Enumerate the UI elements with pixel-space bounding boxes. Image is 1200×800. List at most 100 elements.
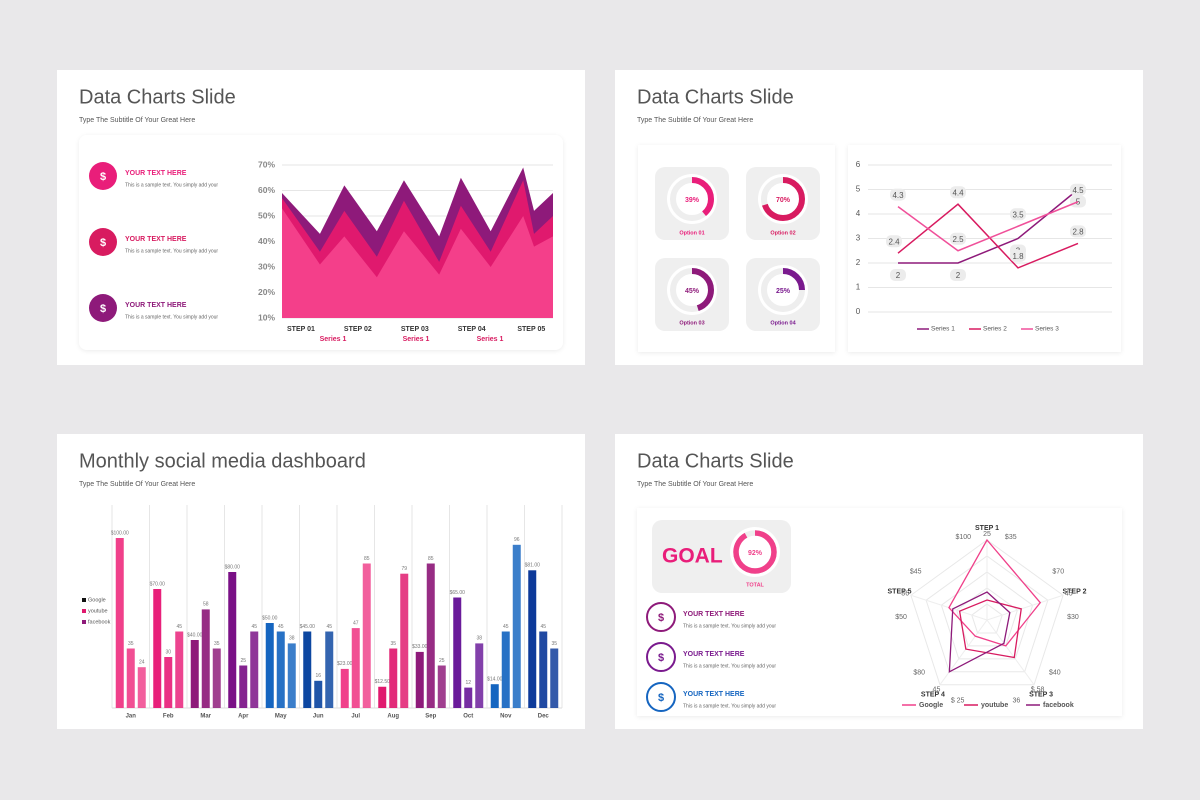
item-icon <box>646 642 676 672</box>
axis-label: STEP 5 <box>888 588 912 595</box>
legend-label: Series 3 <box>1035 326 1059 333</box>
slide-title: Data Charts Slide <box>79 86 236 108</box>
axis-label: STEP 4 <box>921 691 945 698</box>
donut-arc <box>670 177 714 221</box>
legend-label: facebook <box>1043 702 1074 709</box>
legend-label: Series 2 <box>983 326 1007 333</box>
data-label: 35 <box>390 641 396 647</box>
x-tick-label: Jan <box>126 714 137 720</box>
data-label: 12 <box>465 680 471 686</box>
data-label: 85 <box>428 556 434 562</box>
donut-label: Option 01 <box>679 230 704 236</box>
x-tick-label: Oct <box>463 714 473 720</box>
legend-label: Google <box>88 597 106 603</box>
data-label: $65.00 <box>450 590 466 596</box>
bar <box>212 648 221 708</box>
bar <box>175 631 184 708</box>
data-label: $81.00 <box>525 563 541 569</box>
label-box <box>890 269 906 281</box>
data-label: 45 <box>326 624 332 630</box>
slide-title: Monthly social media dashboard <box>79 450 366 472</box>
data-label: $80.00 <box>225 564 241 570</box>
data-label: $70.00 <box>150 581 166 587</box>
legend-label: Series 1 <box>477 336 504 343</box>
donut-value: 39% <box>685 197 700 204</box>
x-tick-label: Sep <box>425 714 436 720</box>
legend-swatch <box>82 620 86 624</box>
y-tick-label: 60% <box>258 185 275 195</box>
bar <box>276 631 285 708</box>
data-label: $45 <box>910 569 922 576</box>
data-label: 85 <box>364 556 370 562</box>
bar <box>153 589 162 708</box>
legend-label: Series 1 <box>931 326 955 333</box>
bar <box>539 631 548 708</box>
slide-subtitle: Type The Subtitle Of Your Great Here <box>637 117 753 124</box>
y-tick-label: 50% <box>258 210 275 220</box>
bar <box>475 643 484 708</box>
radar-grid <box>910 539 1064 686</box>
bar <box>265 623 274 708</box>
item-icon <box>89 228 117 256</box>
data-label: 47 <box>353 620 359 626</box>
item-text: This is a sample text. You simply add yo… <box>125 248 218 254</box>
data-label: 25 <box>240 658 246 664</box>
y-tick-label: 1 <box>856 283 861 292</box>
slide-subtitle: Type The Subtitle Of Your Great Here <box>79 117 195 124</box>
y-tick-label: 3 <box>856 234 861 243</box>
radar-grid <box>940 571 1034 660</box>
donut-value: 45% <box>685 288 700 295</box>
item-text: This is a sample text. You simply add yo… <box>125 314 218 320</box>
bar <box>453 597 462 708</box>
data-label: 96 <box>514 537 520 543</box>
data-label: 45 <box>1065 590 1073 597</box>
data-label: 25 <box>983 531 991 538</box>
item-glyph: $ <box>658 692 664 704</box>
data-label: 35 <box>551 641 557 647</box>
item-glyph: $ <box>658 652 664 664</box>
bar <box>137 667 146 708</box>
data-label: $ 58 <box>1031 686 1045 693</box>
bar <box>228 572 237 708</box>
radar-series <box>948 591 1011 673</box>
data-label: $40 <box>1049 670 1061 677</box>
x-tick-label: Dec <box>538 714 550 720</box>
data-label: 2.8 <box>1072 228 1084 237</box>
data-label: $45.00 <box>300 624 316 630</box>
data-label: $50 <box>895 614 907 621</box>
donut-arc <box>761 177 805 221</box>
y-tick-label: 5 <box>856 185 861 194</box>
bar <box>190 640 199 708</box>
slide-title: Data Charts Slide <box>637 450 794 472</box>
data-label: 2.4 <box>888 237 900 246</box>
data-label: $35 <box>1005 534 1017 541</box>
radar-spoke <box>986 594 1064 621</box>
x-tick-label: STEP 01 <box>287 326 315 333</box>
radar-series <box>958 599 1022 659</box>
donut-value: 25% <box>776 288 791 295</box>
data-label: $23.00 <box>337 661 353 667</box>
bar <box>303 631 312 708</box>
item-glyph: $ <box>658 612 664 624</box>
radar-series <box>948 538 1042 647</box>
radar-grid <box>971 603 1003 634</box>
radar-grid <box>925 555 1049 673</box>
x-tick-label: Jul <box>351 714 360 720</box>
x-tick-label: STEP 04 <box>458 326 486 333</box>
data-label: 45 <box>540 624 546 630</box>
item-glyph: $ <box>100 171 106 183</box>
bar <box>512 544 521 708</box>
item-text: This is a sample text. You simply add yo… <box>683 623 776 629</box>
data-label: 25 <box>439 658 445 664</box>
bar <box>426 563 435 708</box>
data-label: 3.5 <box>1012 210 1024 219</box>
data-label: 45 <box>933 686 941 693</box>
y-tick-label: 10% <box>258 312 275 322</box>
item-glyph: $ <box>100 303 106 315</box>
y-tick-label: 70% <box>258 159 275 169</box>
data-label: 36 <box>1012 698 1020 705</box>
item-icon <box>89 294 117 322</box>
x-tick-label: Aug <box>387 714 399 720</box>
data-label: $70 <box>1052 569 1064 576</box>
